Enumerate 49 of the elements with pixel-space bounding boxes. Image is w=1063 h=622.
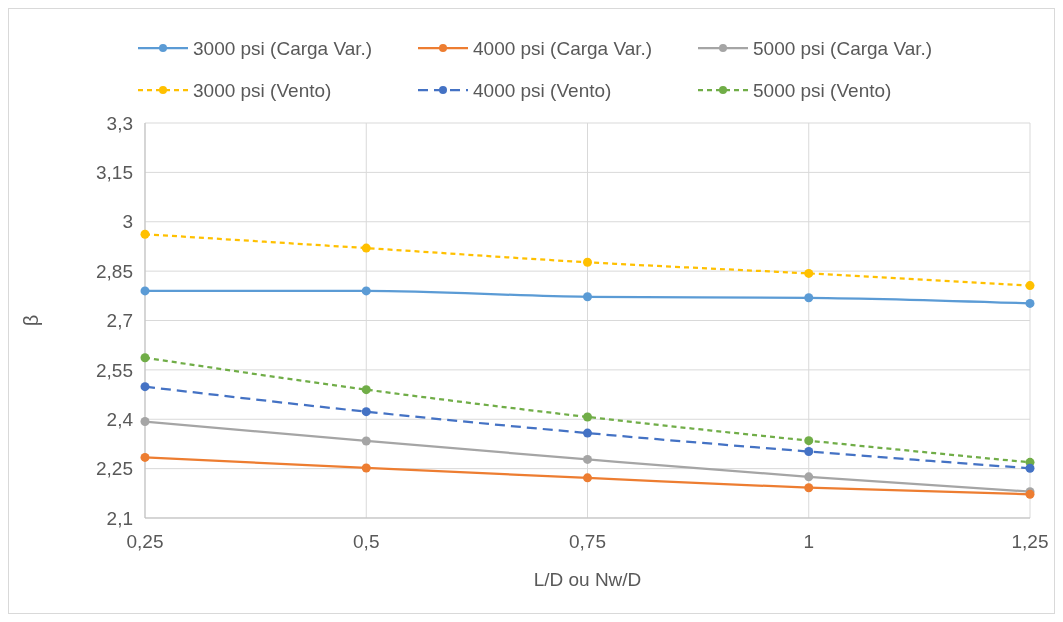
point [361,463,371,473]
y-tick-label: 3,15 [96,162,133,184]
point [1025,298,1035,308]
point [583,454,592,464]
legend-label: 5000 psi (Vento) [753,79,892,101]
legend-label: 3000 psi (Carga Var.) [193,37,373,59]
y-tick-label: 2,1 [106,507,133,529]
point [140,286,150,296]
y-tick-label: 2,25 [96,458,133,480]
point [361,407,371,417]
point [140,353,150,363]
point [140,382,150,392]
y-tick-label: 3 [122,211,133,233]
point [804,447,814,456]
point [140,452,150,462]
point [583,412,592,422]
point [583,292,592,302]
point [140,417,150,427]
y-tick-label: 3,3 [106,112,133,134]
point [361,385,371,395]
point [583,473,592,483]
point [804,472,814,482]
point [361,286,371,296]
legend-label: 5000 psi (Carga Var.) [753,37,933,59]
point [583,257,592,267]
point [583,428,592,438]
point [361,243,371,253]
x-tick-label: 0,25 [126,531,164,552]
legend-label: 4000 psi (Carga Var.) [473,37,653,59]
y-tick-label: 2,85 [96,260,133,282]
point [1025,281,1035,291]
legend-label: 4000 psi (Vento) [473,79,612,101]
y-tick-label: 2,4 [106,408,134,430]
x-tick-label: 0,75 [569,531,606,552]
point [361,436,371,446]
y-tick-label: 2,7 [106,310,133,332]
x-tick-label: 1,25 [1011,531,1049,552]
x-tick-label: 0,5 [353,531,380,552]
x-tick-label: 1 [803,531,815,552]
x-axis-title: L/D ou Nw/D [533,569,642,590]
point [804,436,814,446]
legend-label: 3000 psi (Vento) [193,79,332,101]
point [1025,463,1035,473]
point [804,293,814,303]
point [804,483,814,493]
point [804,268,814,278]
point [140,229,150,239]
y-tick-label: 2,55 [96,359,133,381]
y-axis-title: β [20,314,42,327]
